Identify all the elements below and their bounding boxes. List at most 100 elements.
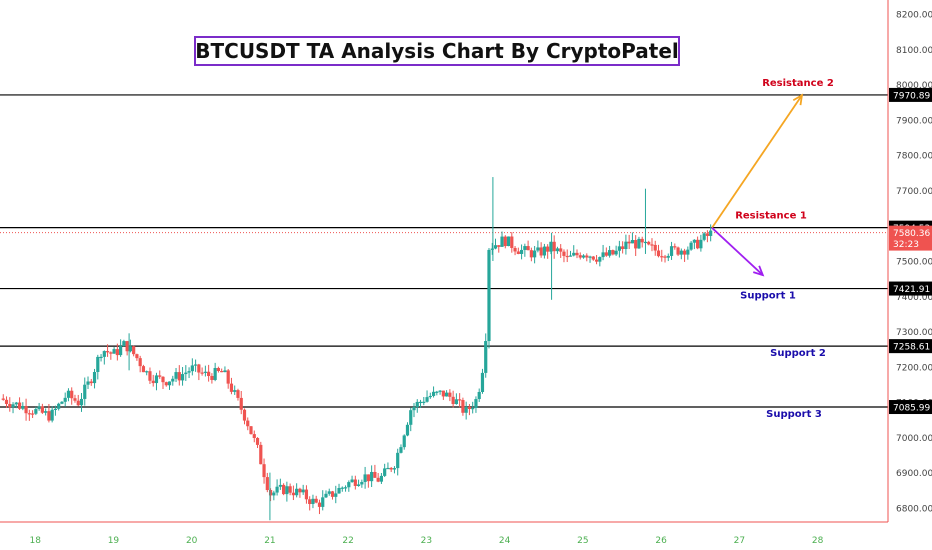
candle-body bbox=[526, 246, 530, 251]
x-tick-label: 18 bbox=[29, 536, 41, 546]
candle-body bbox=[379, 475, 384, 482]
candle-body bbox=[591, 256, 595, 260]
candle-body bbox=[220, 371, 224, 373]
candle-body bbox=[21, 405, 25, 409]
candle-body bbox=[37, 406, 41, 410]
candle-body bbox=[581, 255, 586, 258]
level-price-tag: 7421.91 bbox=[893, 285, 930, 295]
candle-body bbox=[471, 407, 475, 410]
candle-body bbox=[304, 489, 309, 500]
candle-body bbox=[497, 245, 501, 247]
candle-body bbox=[598, 257, 602, 262]
level-price-tag: 7258.61 bbox=[893, 343, 930, 353]
candle-body bbox=[278, 484, 282, 487]
candle-body bbox=[373, 471, 377, 478]
candle-body bbox=[392, 468, 397, 470]
candle-body bbox=[11, 404, 15, 408]
candle-body bbox=[653, 244, 657, 251]
candle-body bbox=[50, 409, 54, 421]
candle-body bbox=[86, 381, 90, 385]
y-tick-label: 7200.00 bbox=[896, 363, 932, 373]
y-tick-label: 6900.00 bbox=[896, 469, 932, 479]
candle-body bbox=[334, 493, 338, 497]
candles bbox=[1, 177, 713, 521]
candle-body bbox=[210, 376, 214, 380]
y-tick-label: 6800.00 bbox=[896, 504, 932, 514]
y-tick-label: 7500.00 bbox=[896, 258, 932, 268]
candle-body bbox=[171, 378, 175, 382]
candle-body bbox=[343, 487, 348, 489]
x-tick-label: 22 bbox=[342, 536, 353, 546]
candle-body bbox=[57, 403, 61, 409]
candle-body bbox=[272, 492, 276, 496]
candle-body bbox=[448, 392, 452, 397]
candle-body bbox=[47, 411, 51, 421]
projection-arrows bbox=[711, 93, 804, 277]
y-tick-label: 7300.00 bbox=[896, 328, 932, 338]
candle-body bbox=[516, 251, 520, 254]
candle-body bbox=[291, 492, 295, 496]
candle-body bbox=[614, 250, 618, 255]
candle-body bbox=[565, 255, 569, 258]
candle-body bbox=[262, 464, 266, 478]
candle-body bbox=[255, 437, 260, 445]
candle-body bbox=[301, 489, 305, 493]
candle-body bbox=[523, 246, 527, 250]
candle-body bbox=[640, 238, 644, 243]
x-tick-label: 28 bbox=[812, 536, 824, 546]
current-price-tag: 7580.36 bbox=[893, 229, 930, 239]
candle-body bbox=[233, 390, 237, 392]
candle-body bbox=[669, 246, 674, 256]
candle-body bbox=[76, 400, 80, 406]
y-tick-label: 8000.00 bbox=[896, 81, 932, 91]
candle-body bbox=[409, 410, 413, 425]
y-tick-label: 7000.00 bbox=[896, 434, 932, 444]
candle-body bbox=[402, 435, 406, 448]
x-tick-label: 19 bbox=[108, 536, 120, 546]
level-price-tag: 7085.99 bbox=[893, 404, 930, 414]
x-tick-label: 25 bbox=[577, 536, 588, 546]
level-price-tag-bg bbox=[889, 281, 932, 296]
candle-body bbox=[555, 248, 560, 252]
candle-body bbox=[105, 351, 110, 353]
candle-body bbox=[425, 397, 429, 402]
projection-arrowhead-up bbox=[792, 93, 804, 106]
candle-body bbox=[236, 390, 240, 398]
candle-body bbox=[73, 398, 77, 401]
candle-body bbox=[454, 399, 458, 405]
candle-body bbox=[259, 444, 263, 465]
candle-body bbox=[337, 488, 341, 494]
candle-body bbox=[480, 372, 485, 392]
candle-body bbox=[542, 246, 547, 256]
candle-body bbox=[529, 250, 533, 258]
candle-body bbox=[627, 241, 631, 244]
candle-body bbox=[673, 246, 677, 248]
candle-body bbox=[288, 486, 292, 493]
y-tick-label: 7400.00 bbox=[896, 293, 932, 303]
candle-body bbox=[324, 493, 328, 498]
candle-body bbox=[376, 477, 380, 482]
candle-body bbox=[366, 474, 370, 482]
candle-body bbox=[428, 395, 432, 398]
candle-body bbox=[647, 241, 651, 245]
candle-body bbox=[422, 401, 426, 403]
level-label: Resistance 2 bbox=[762, 78, 834, 89]
y-tick-label: 8200.00 bbox=[896, 11, 932, 21]
candle-body bbox=[484, 341, 488, 373]
candle-body bbox=[44, 411, 48, 413]
candle-body bbox=[30, 413, 35, 415]
candle-body bbox=[412, 407, 416, 411]
candle-body bbox=[676, 247, 680, 255]
candle-body bbox=[630, 240, 635, 244]
candle-body bbox=[190, 365, 194, 372]
candle-body bbox=[604, 252, 608, 256]
candle-body bbox=[506, 236, 511, 247]
candle-body bbox=[559, 248, 563, 252]
candle-body bbox=[350, 479, 354, 483]
x-tick-label: 20 bbox=[186, 536, 198, 546]
candle-body bbox=[435, 391, 439, 393]
candle-body bbox=[132, 346, 136, 355]
x-tick-label: 21 bbox=[264, 536, 275, 546]
candle-body bbox=[399, 447, 403, 453]
candle-body bbox=[177, 372, 181, 381]
